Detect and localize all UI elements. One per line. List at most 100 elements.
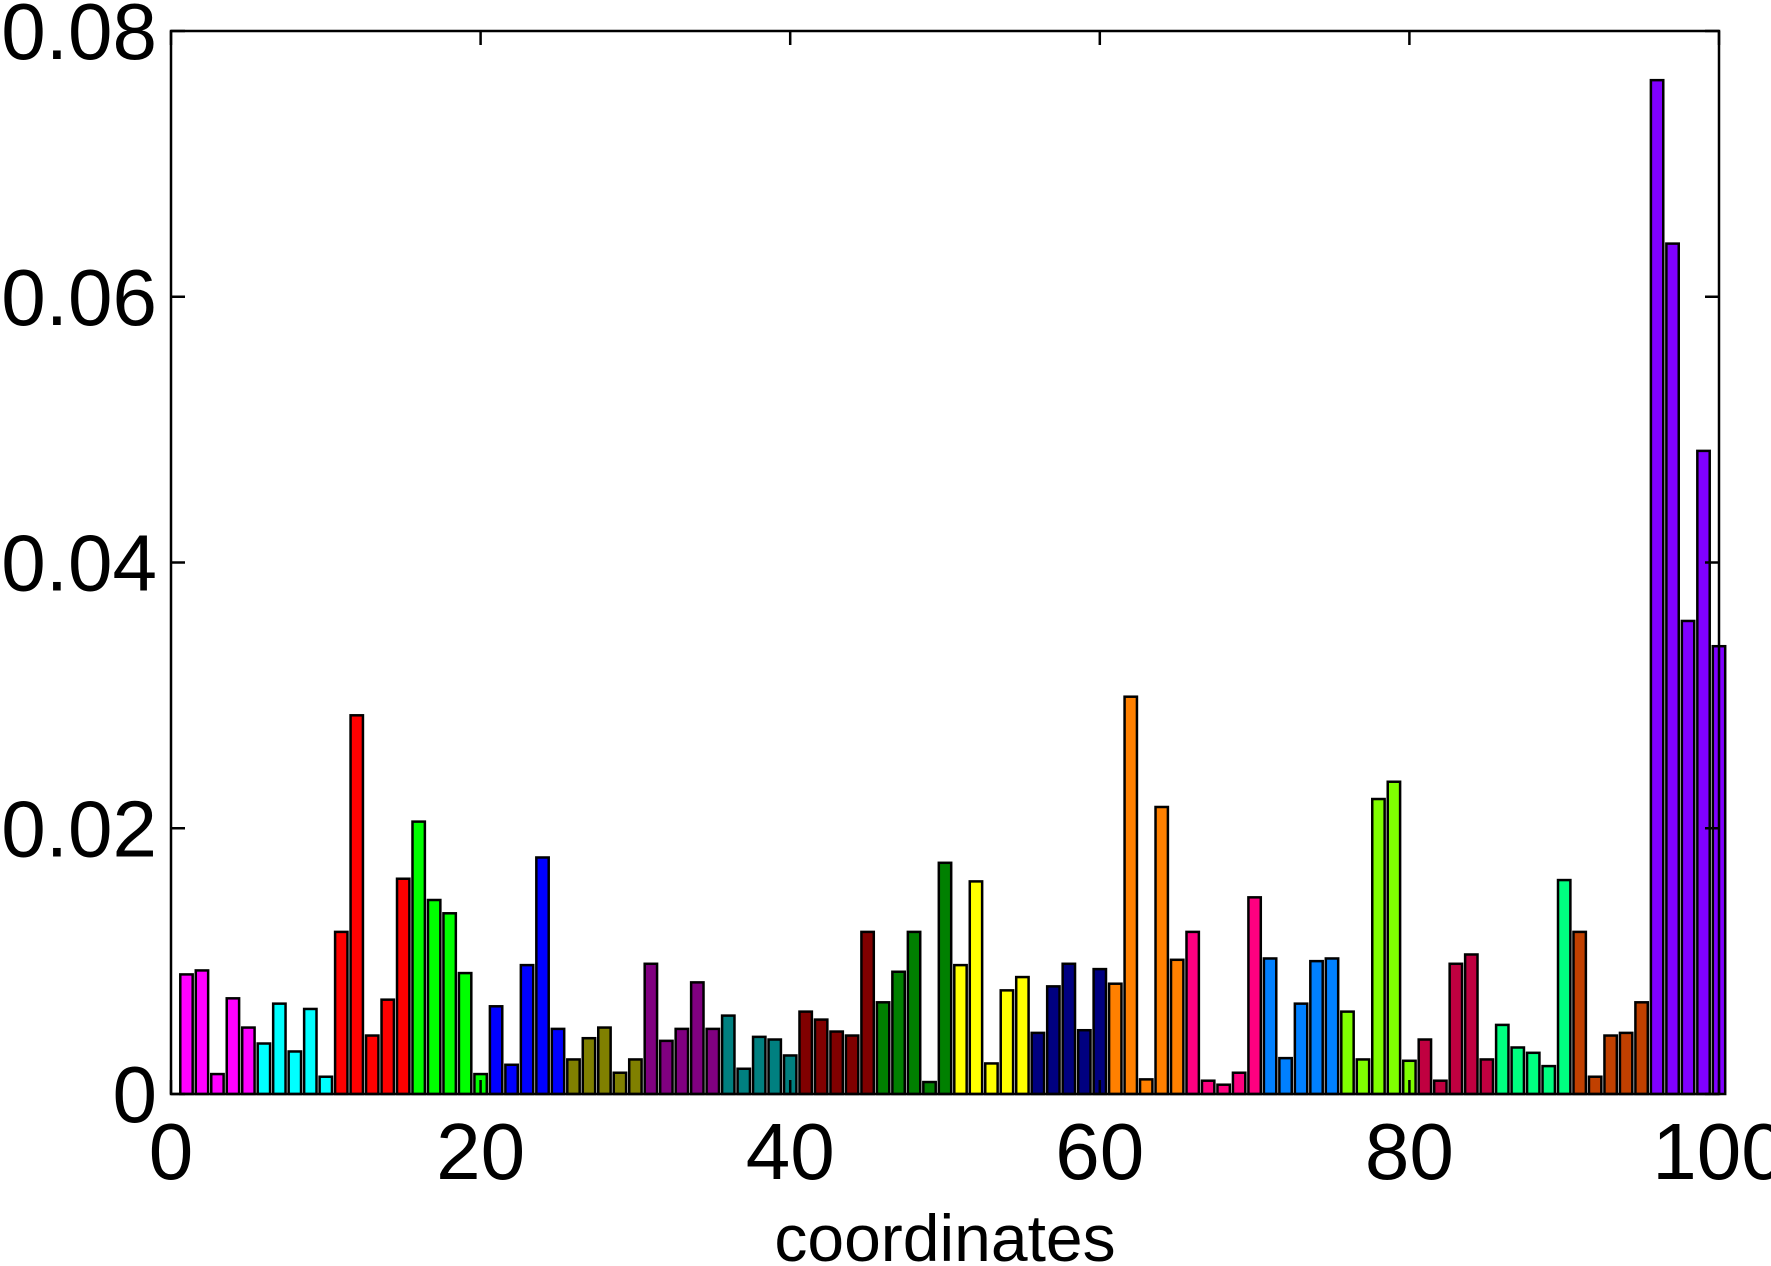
bar-93: [1603, 1034, 1619, 1096]
bar-5: [240, 1026, 256, 1096]
bar-19: [457, 971, 473, 1096]
bar-33: [674, 1027, 690, 1096]
bar-95: [1634, 1001, 1650, 1096]
bar-30: [627, 1058, 643, 1096]
tick-labels-group: 0 20 40 60 80 100 0 0.02 0.04 0.06 0.08: [1, 0, 1771, 1196]
bar-4: [225, 997, 241, 1096]
bar-62: [1123, 695, 1139, 1096]
bar-97: [1665, 242, 1680, 1096]
bar-65: [1169, 958, 1185, 1096]
bar-83: [1448, 962, 1464, 1096]
bar-82: [1432, 1079, 1448, 1096]
bar-99: [1696, 449, 1711, 1096]
y-tick-label: 0.02: [1, 784, 157, 873]
bar-55: [1014, 975, 1030, 1096]
bar-91: [1572, 930, 1588, 1096]
bar-52: [968, 880, 984, 1096]
bar-9: [302, 1007, 318, 1096]
bar-53: [984, 1062, 999, 1096]
bar-88: [1525, 1051, 1541, 1096]
bar-54: [999, 989, 1015, 1096]
bar-15: [395, 877, 411, 1096]
bar-41: [798, 1010, 814, 1096]
bar-25: [550, 1027, 566, 1096]
x-tick-label: 80: [1365, 1107, 1454, 1196]
bar-26: [566, 1058, 581, 1096]
bar-38: [751, 1035, 767, 1096]
bar-37: [736, 1067, 752, 1096]
bar-73: [1293, 1002, 1309, 1096]
bar-2: [194, 969, 210, 1096]
bar-8: [287, 1050, 303, 1096]
bar-61: [1107, 982, 1123, 1096]
bar-87: [1510, 1046, 1526, 1096]
bar-64: [1154, 805, 1170, 1096]
bar-11: [333, 930, 349, 1096]
bar-59: [1076, 1028, 1092, 1096]
bar-79: [1386, 780, 1402, 1096]
bar-98: [1680, 619, 1696, 1096]
bar-45: [860, 930, 876, 1096]
bar-74: [1309, 959, 1324, 1096]
bar-35: [705, 1027, 721, 1096]
bar-46: [875, 1001, 891, 1096]
bar-72: [1278, 1056, 1293, 1096]
x-tick-label: 0: [149, 1107, 194, 1196]
bar-86: [1494, 1023, 1510, 1096]
bar-71: [1262, 957, 1278, 1096]
bar-60: [1092, 967, 1108, 1096]
bar-77: [1355, 1058, 1371, 1096]
bar-48: [906, 930, 922, 1096]
bar-96: [1649, 78, 1665, 1096]
bar-22: [504, 1063, 519, 1096]
bar-76: [1340, 1010, 1355, 1096]
y-tick-label: 0.08: [1, 0, 157, 76]
y-tick-label: 0.04: [1, 519, 157, 608]
bar-36: [720, 1014, 736, 1096]
bar-23: [519, 963, 535, 1096]
bar-81: [1417, 1038, 1433, 1096]
y-tick-label: 0.06: [1, 253, 157, 342]
bar-69: [1231, 1071, 1247, 1096]
bar-34: [689, 981, 705, 1096]
bar-39: [767, 1038, 783, 1096]
x-tick-label: 60: [1055, 1107, 1144, 1196]
bar-90: [1556, 878, 1572, 1096]
y-tick-label: 0: [113, 1050, 158, 1139]
bar-32: [658, 1039, 674, 1096]
bar-24: [535, 856, 550, 1096]
bar-12: [349, 714, 365, 1096]
bar-92: [1587, 1075, 1603, 1096]
bar-51: [953, 963, 968, 1096]
bar-6: [256, 1042, 272, 1096]
bar-47: [891, 970, 906, 1096]
x-tick-label: 40: [746, 1107, 835, 1196]
bar-75: [1324, 957, 1340, 1096]
bar-17: [426, 898, 442, 1096]
axes-group: [169, 29, 1721, 1096]
bar-13: [364, 1034, 380, 1096]
bar-10: [318, 1075, 334, 1096]
bar-21: [488, 1005, 504, 1096]
bar-68: [1216, 1083, 1232, 1096]
bar-57: [1045, 985, 1061, 1096]
bar-44: [844, 1034, 860, 1096]
bar-70: [1247, 896, 1263, 1096]
bar-31: [643, 962, 659, 1096]
bar-63: [1138, 1078, 1154, 1096]
x-tick-label: 100: [1652, 1107, 1771, 1196]
x-axis-label: coordinates: [774, 1201, 1115, 1266]
bar-84: [1463, 953, 1479, 1096]
bar-16: [411, 820, 427, 1096]
bar-3: [210, 1072, 225, 1096]
bar-7: [271, 1002, 287, 1096]
bar-94: [1618, 1031, 1634, 1096]
bar-29: [612, 1071, 628, 1096]
bar-85: [1479, 1058, 1495, 1096]
x-tick-label: 20: [436, 1107, 525, 1196]
bars-group: [179, 78, 1727, 1096]
bar-18: [442, 912, 458, 1096]
bar-42: [813, 1018, 829, 1096]
bar-1: [179, 973, 194, 1096]
